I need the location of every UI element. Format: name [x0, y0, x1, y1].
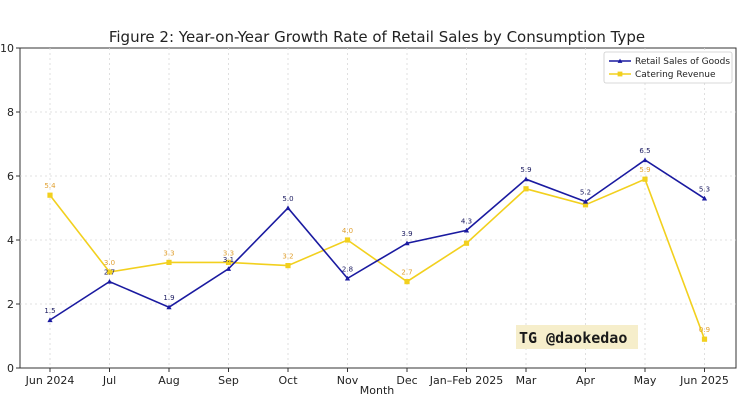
x-tick-label: May: [634, 374, 657, 387]
data-labels: 1.5 2.7 1.9 3.1 5.0 2.8 3.9 4.3 5.9 5.2 6.5 5.3 5.4 3…: [44, 147, 710, 334]
data-point-catering-revenue: [344, 237, 351, 243]
y-tick-label: 4: [7, 234, 14, 247]
data-label-catering-revenue: 0.9: [699, 326, 710, 334]
data-point-retail-sales-of-goods: [106, 279, 113, 284]
data-label-retail-sales-of-goods: 5.0: [282, 195, 293, 203]
legend-swatch-marker: [617, 58, 623, 63]
data-point-retail-sales-of-goods: [523, 176, 529, 182]
x-axis-label: Month: [360, 384, 395, 397]
series-catering-revenue: [47, 176, 708, 342]
grid-lines: [20, 48, 736, 368]
legend-item-retail-sales-of-goods: Retail Sales of Goods: [609, 57, 730, 67]
data-label-retail-sales-of-goods: 1.5: [44, 307, 55, 315]
watermark-text: TG @daokedao: [519, 329, 627, 347]
data-point-catering-revenue: [285, 263, 291, 269]
data-point-catering-revenue: [523, 186, 529, 192]
data-point-catering-revenue: [701, 336, 708, 342]
data-point-retail-sales-of-goods: [642, 157, 648, 163]
y-tick-label: 8: [7, 106, 14, 119]
data-point-retail-sales-of-goods: [701, 195, 708, 201]
data-label-catering-revenue: 3.3: [163, 249, 174, 257]
data-point-retail-sales-of-goods: [582, 199, 589, 204]
data-label-catering-revenue: 3.2: [282, 253, 293, 261]
data-point-catering-revenue: [642, 176, 648, 182]
data-label-catering-revenue: 4.0: [342, 227, 353, 235]
legend-swatch-marker: [617, 71, 623, 77]
data-label-retail-sales-of-goods: 4.3: [461, 217, 472, 225]
data-label-retail-sales-of-goods: 6.5: [639, 147, 650, 155]
legend-label: Retail Sales of Goods: [635, 57, 730, 67]
data-label-catering-revenue: 5.9: [639, 166, 650, 174]
data-label-retail-sales-of-goods: 2.8: [342, 265, 353, 273]
data-label-retail-sales-of-goods: 5.2: [580, 189, 591, 197]
series-line-retail-sales-of-goods: [49, 159, 705, 321]
chart-title: Figure 2: Year-on-Year Growth Rate of Re…: [109, 28, 645, 46]
data-point-catering-revenue: [225, 259, 232, 265]
data-point-retail-sales-of-goods: [166, 304, 172, 310]
series-layer: [47, 157, 708, 342]
data-label-catering-revenue: 3.3: [223, 249, 234, 257]
x-tick-label: Jul: [102, 374, 116, 387]
x-tick-label: Aug: [158, 374, 179, 387]
legend: Retail Sales of Goods Catering Revenue: [603, 51, 733, 84]
series-retail-sales-of-goods: [47, 157, 708, 323]
y-tick-label: 2: [7, 298, 14, 311]
data-point-catering-revenue: [463, 240, 470, 246]
data-point-retail-sales-of-goods: [463, 227, 470, 233]
data-point-retail-sales-of-goods: [344, 275, 351, 281]
x-tick-label: Sep: [218, 374, 239, 387]
plot-frame: [19, 47, 737, 369]
data-label-retail-sales-of-goods: 1.9: [163, 294, 174, 302]
data-point-catering-revenue: [404, 279, 410, 285]
data-label-catering-revenue: 2.7: [401, 269, 412, 277]
data-point-retail-sales-of-goods: [404, 240, 410, 246]
data-label-retail-sales-of-goods: 3.9: [401, 230, 412, 238]
data-point-retail-sales-of-goods: [225, 266, 232, 271]
data-label-catering-revenue: 5.4: [44, 182, 56, 190]
x-tick-label: Jun 2024: [25, 374, 75, 387]
y-tick-label: 6: [7, 170, 14, 183]
series-line-catering-revenue: [49, 178, 706, 340]
data-point-catering-revenue: [106, 269, 113, 275]
data-point-catering-revenue: [582, 202, 589, 208]
x-tick-label: Jan–Feb 2025: [429, 374, 503, 387]
y-tick-label: 10: [0, 42, 14, 55]
data-label-retail-sales-of-goods: 5.9: [520, 166, 531, 174]
data-label-retail-sales-of-goods: 3.1: [223, 256, 234, 264]
data-point-catering-revenue: [47, 192, 53, 198]
legend-label: Catering Revenue: [635, 70, 716, 80]
data-point-retail-sales-of-goods: [285, 205, 291, 211]
data-label-retail-sales-of-goods: 5.3: [699, 185, 710, 193]
watermark-background: [516, 325, 638, 349]
x-tick-label: Dec: [396, 374, 417, 387]
axis-ticks: 0 2 4 6 8 10 Jun 2024 Jul Aug Sep Oct Nov Dec Jan–Feb…: [0, 42, 729, 387]
x-tick-label: Apr: [576, 374, 596, 387]
x-tick-label: Nov: [337, 374, 359, 387]
data-point-catering-revenue: [166, 259, 172, 265]
data-label-catering-revenue: 3.0: [104, 259, 115, 267]
x-tick-label: Jun 2025: [679, 374, 729, 387]
legend-item-catering-revenue: Catering Revenue: [609, 70, 716, 80]
data-label-retail-sales-of-goods: 2.7: [104, 269, 115, 277]
y-tick-label: 0: [7, 362, 14, 375]
data-point-retail-sales-of-goods: [47, 317, 53, 323]
watermark: TG @daokedao: [516, 325, 638, 349]
x-tick-label: Mar: [516, 374, 537, 387]
x-tick-label: Oct: [278, 374, 298, 387]
legend-box: [603, 51, 733, 84]
